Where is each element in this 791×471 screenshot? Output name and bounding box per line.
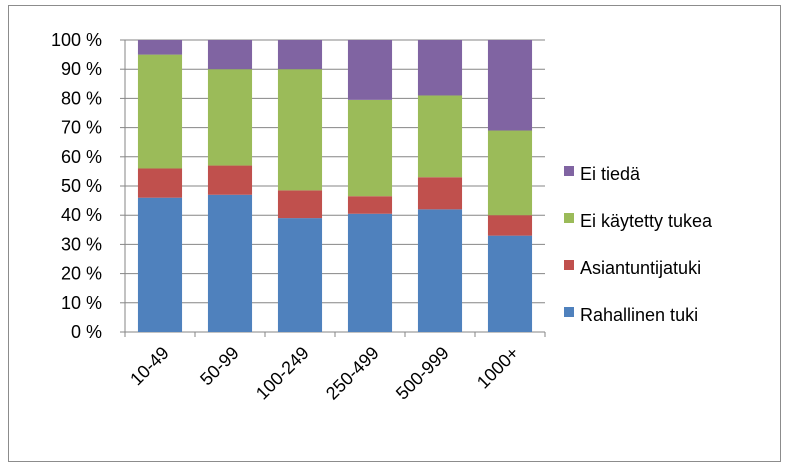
x-tick-label: 1000+ [473,343,523,393]
y-tick-label: 40 % [61,205,102,225]
legend-label: Ei käytetty tukea [580,211,713,231]
legend-label: Asiantuntijatuki [580,258,701,278]
bar-segment-ei-k-ytetty-tukea [137,54,183,169]
bar-segment-ei-tied- [347,40,393,100]
bar-segment-rahallinen-tuki [207,194,253,332]
bar-segment-ei-tied- [487,40,533,131]
bar-segment-rahallinen-tuki [347,213,393,332]
x-tick-label: 100-249 [252,343,313,404]
x-tick-label: 10-49 [126,343,173,390]
y-tick-label: 50 % [61,176,102,196]
bar-segment-rahallinen-tuki [487,235,533,332]
y-tick-label: 60 % [61,147,102,167]
bar-segment-rahallinen-tuki [417,209,463,332]
bar-segment-ei-k-ytetty-tukea [347,99,393,197]
bar-segment-ei-k-ytetty-tukea [277,69,323,191]
y-tick-label: 30 % [61,234,102,254]
x-tick-label: 250-499 [322,343,383,404]
legend-swatch [564,307,574,317]
bar-segment-ei-k-ytetty-tukea [487,130,533,216]
y-tick-label: 80 % [61,88,102,108]
y-tick-label: 0 % [71,322,102,342]
bar-segment-asiantuntijatuki [487,215,533,236]
x-tick-label: 50-99 [196,343,243,390]
legend-swatch [564,260,574,270]
bar-segment-ei-k-ytetty-tukea [207,69,253,166]
y-tick-label: 10 % [61,293,102,313]
x-tick-label: 500-999 [392,343,453,404]
y-tick-label: 90 % [61,59,102,79]
y-tick-label: 70 % [61,118,102,138]
legend-swatch [564,166,574,176]
y-tick-label: 100 % [51,30,102,50]
bar-segment-ei-tied- [137,40,183,55]
bar-segment-rahallinen-tuki [137,197,183,332]
bar-segment-ei-tied- [207,40,253,70]
bar-segment-ei-tied- [417,40,463,96]
legend-swatch [564,213,574,223]
bar-segment-rahallinen-tuki [277,218,323,332]
bar-segment-asiantuntijatuki [347,196,393,214]
bar-segment-asiantuntijatuki [277,190,323,219]
bar-segment-asiantuntijatuki [137,168,183,198]
y-tick-label: 20 % [61,264,102,284]
chart-frame [8,5,781,462]
bar-segment-ei-tied- [277,40,323,70]
legend-label: Ei tiedä [580,164,641,184]
bar-segment-asiantuntijatuki [207,165,253,195]
legend-label: Rahallinen tuki [580,305,698,325]
bar-segment-asiantuntijatuki [417,177,463,210]
bar-segment-ei-k-ytetty-tukea [417,95,463,178]
